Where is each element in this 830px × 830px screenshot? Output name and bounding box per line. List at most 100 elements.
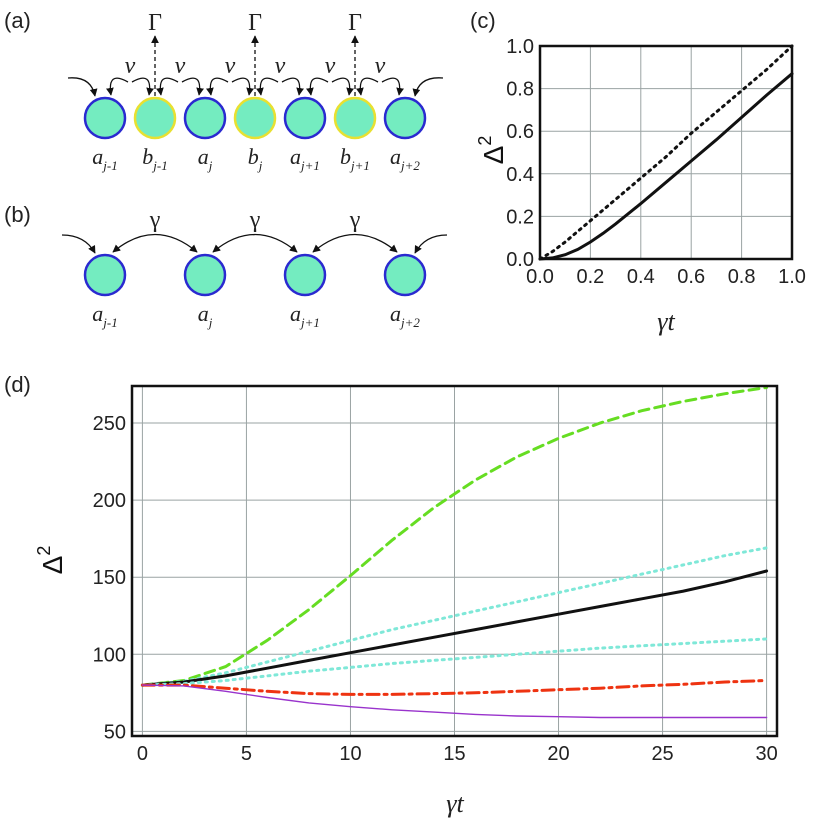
x-tick-label: 0.0	[526, 266, 554, 288]
y-tick-label: 200	[93, 490, 126, 512]
plot-frame-c	[538, 44, 794, 261]
y-tick-label: 150	[93, 567, 126, 589]
grid-d	[132, 386, 777, 736]
site-a	[83, 96, 127, 140]
loss-label: Γ	[148, 10, 162, 36]
hopping-arrow	[331, 77, 354, 96]
y-tick-label: 0.0	[506, 249, 534, 271]
series-line-solid-thin	[141, 684, 768, 719]
hopping-arrow	[256, 77, 279, 96]
edge-arrow	[61, 234, 96, 254]
series-line-solid	[140, 569, 769, 687]
edge-arrow	[414, 234, 448, 254]
coupling-arrow	[212, 233, 298, 253]
hopping-arrow	[231, 77, 254, 96]
site-label: aj+2	[390, 144, 420, 173]
hopping-label: v	[375, 53, 386, 79]
site-label: aj	[198, 301, 213, 330]
y-tick-label: 250	[93, 413, 126, 435]
series-group-d	[140, 386, 769, 719]
hopping-arrow	[106, 77, 129, 96]
site-label: aj+1	[290, 144, 320, 173]
x-tick-label: 15	[443, 743, 465, 765]
site-label: bj	[248, 144, 263, 173]
site-a	[283, 96, 327, 140]
hopping-label: v	[225, 53, 236, 79]
coupling-label: γ	[349, 207, 361, 233]
loss-label: Γ	[348, 10, 362, 36]
x-axis-title-d: γt	[446, 789, 464, 818]
site-b	[233, 96, 277, 140]
panel-label-b: (b)	[4, 202, 31, 227]
x-tick-label: 5	[241, 743, 252, 765]
x-tick-label: 0.2	[576, 266, 604, 288]
coupling-label: γ	[149, 207, 161, 233]
hopping-arrow	[156, 77, 179, 96]
edge-arrow	[67, 77, 98, 97]
x-tick-label: 0.4	[627, 266, 655, 288]
site-label: aj-1	[92, 144, 117, 173]
site-a	[383, 253, 427, 297]
hopping-arrow	[181, 77, 204, 96]
plot-frame-d	[130, 384, 779, 738]
x-tick-label: 10	[339, 743, 361, 765]
y-tick-label: 0.8	[506, 79, 534, 101]
site-a	[283, 253, 327, 297]
chart-panel-c: 0.0 0.2 0.4 0.6 0.8 1.00.00.20.40.60.81.0 γt …	[475, 36, 806, 336]
x-tick-label: 0	[137, 743, 148, 765]
y-tick-label: 1.0	[506, 36, 534, 58]
hopping-arrow	[306, 77, 329, 96]
x-tick-label: 25	[651, 743, 673, 765]
coupling-label: γ	[249, 207, 261, 233]
hopping-arrow	[206, 77, 229, 96]
loss-label: Γ	[248, 10, 262, 36]
site-label: aj+1	[290, 301, 320, 330]
grid-c	[539, 45, 793, 260]
coupling-arrow	[312, 233, 398, 253]
site-label: bj-1	[142, 144, 167, 173]
y-tick-label: 0.4	[506, 164, 534, 186]
series-line-dashdot	[140, 679, 769, 696]
site-b	[333, 96, 377, 140]
hopping-arrow	[381, 77, 404, 96]
lattice-diagram-a: v v v v v v aj-1 bj-1 Γaj bj Γaj+1 bj+1 Γaj+2	[67, 10, 444, 173]
y-tick-label: 0.6	[506, 121, 534, 143]
hopping-label: v	[275, 53, 286, 79]
series-line-dotted	[140, 546, 769, 687]
hopping-arrow	[281, 77, 304, 96]
edge-arrow	[412, 77, 444, 97]
panel-label-c: (c)	[470, 8, 496, 33]
tick-labels-c: 0.0 0.2 0.4 0.6 0.8 1.0 0.0 0.2 0.4 0.6 0.8 1.0	[506, 36, 806, 288]
y-axis-title-d: Δ2	[34, 546, 68, 575]
series-line-solid	[538, 72, 794, 261]
x-tick-label: 20	[547, 743, 569, 765]
site-a	[183, 96, 227, 140]
hopping-label: v	[175, 53, 186, 79]
site-label: aj	[198, 144, 213, 173]
series-line-dotted	[140, 637, 769, 687]
x-tick-label: 1.0	[778, 266, 806, 288]
hopping-label: v	[325, 53, 336, 79]
series-line-dotted	[538, 44, 794, 261]
series-line-dashed	[140, 386, 769, 687]
y-tick-label: 100	[93, 644, 126, 666]
site-a	[383, 96, 427, 140]
y-axis-title-c: Δ2	[475, 136, 509, 165]
hopping-arrow	[356, 77, 379, 96]
site-label: aj+2	[390, 301, 420, 330]
lattice-diagram-b: γ γ γ aj-1 aj aj+1 aj+2	[61, 207, 448, 330]
panel-label-d: (d)	[4, 372, 31, 397]
series-group-c	[538, 44, 794, 261]
x-axis-title-c: γt	[657, 307, 675, 336]
chart-panel-d: 0 5 10 15 20 25 30 50 100 150 200 250 γt Δ2	[34, 384, 779, 818]
panel-label-a: (a)	[4, 8, 31, 33]
site-label: bj+1	[340, 144, 370, 173]
y-tick-label: 0.2	[506, 206, 534, 228]
x-tick-label: 0.6	[677, 266, 705, 288]
coupling-arrow	[112, 233, 198, 253]
x-tick-label: 30	[755, 743, 777, 765]
site-a	[83, 253, 127, 297]
tick-labels-d: 0 5 10 15 20 25 30 50 100 150 200 250	[93, 413, 778, 765]
x-tick-label: 0.8	[728, 266, 756, 288]
